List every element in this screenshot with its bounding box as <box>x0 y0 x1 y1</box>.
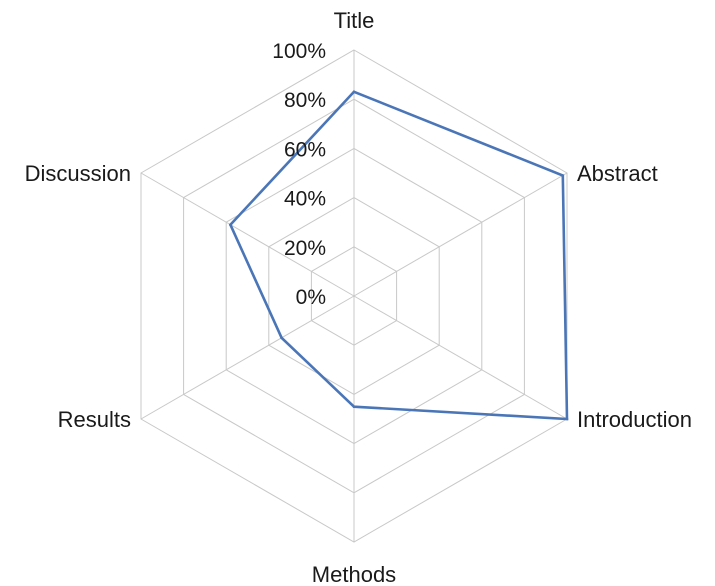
spoke-introduction <box>353 295 568 420</box>
category-label-title: Title <box>334 8 375 33</box>
spoke-discussion <box>140 172 355 297</box>
category-label-discussion: Discussion <box>25 161 131 186</box>
tick-label-0pct: 0% <box>296 286 326 309</box>
radar-series <box>228 90 569 421</box>
category-label-results: Results <box>58 407 131 432</box>
tick-label-20pct: 20% <box>284 237 326 260</box>
category-label-abstract: Abstract <box>577 161 658 186</box>
spoke-abstract <box>353 172 568 297</box>
tick-label-80pct: 80% <box>284 89 326 112</box>
data-point-methods <box>352 405 356 409</box>
radial-tick-labels: 0% 20% 40% 60% 80% 100% <box>272 40 326 309</box>
tick-label-40pct: 40% <box>284 188 326 211</box>
tick-label-60pct: 60% <box>284 138 326 161</box>
tick-label-100pct: 100% <box>272 40 326 63</box>
data-point-results <box>280 336 283 340</box>
spoke-results <box>140 295 355 420</box>
data-point-abstract <box>561 174 565 177</box>
data-point-introduction <box>565 417 569 421</box>
category-labels: Title Abstract Introduction Methods Results D… <box>25 8 692 586</box>
data-point-title <box>352 90 356 94</box>
category-label-methods: Methods <box>312 562 396 586</box>
category-label-introduction: Introduction <box>577 407 692 432</box>
radar-grid <box>140 49 568 543</box>
data-point-discussion <box>229 223 232 226</box>
